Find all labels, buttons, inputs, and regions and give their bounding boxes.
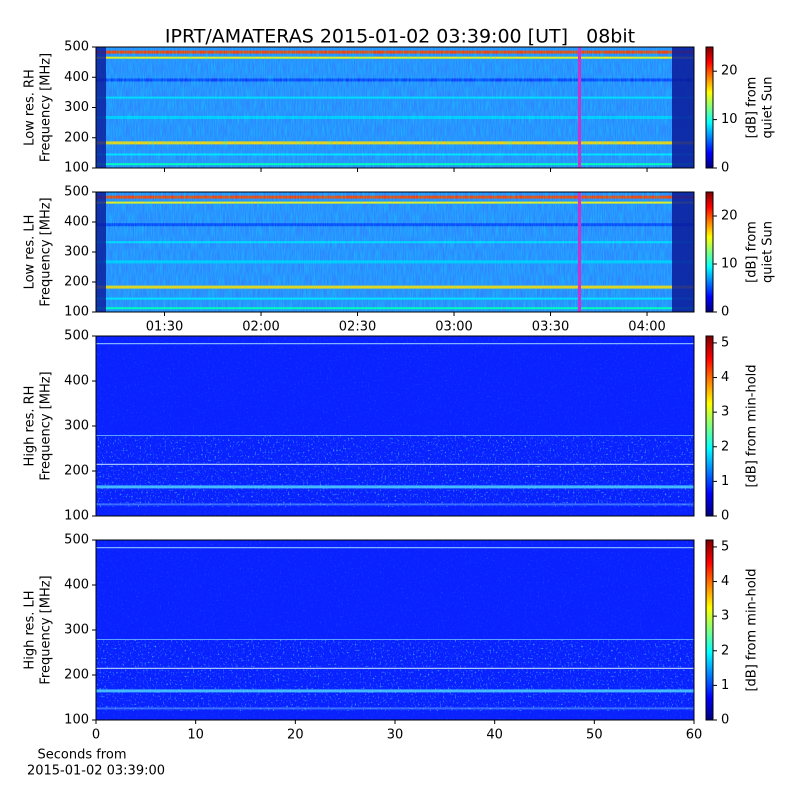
y-tick-label: 400 (64, 578, 89, 593)
y-tick-label: 200 (64, 464, 89, 479)
x-tick-label: 01:30 (146, 320, 183, 335)
heatmap-edge (672, 47, 694, 168)
colorbar-tick-label: 0 (721, 713, 729, 728)
x-tick-label: 50 (586, 728, 603, 743)
y-tick-label: 100 (64, 713, 89, 728)
colorbar (705, 335, 714, 517)
colorbar-tick-label: 2 (721, 439, 729, 454)
heatmap-texture (96, 192, 694, 312)
x-tick-label: 60 (686, 728, 703, 743)
y-tick-label: 400 (64, 70, 89, 85)
colorbar-tick-label: 5 (721, 335, 729, 350)
y-tick-label: 200 (64, 275, 89, 290)
colorbar-label: quiet Sun (761, 221, 776, 283)
heatmap-edge (672, 192, 694, 312)
colorbar-label: quiet Sun (761, 76, 776, 138)
y-tick-label: 400 (64, 374, 89, 389)
x-tick-label: 04:00 (628, 320, 665, 335)
colorbar-label: [dB] from min-hold (745, 364, 760, 487)
y-axis-label: High res. RH (23, 386, 38, 467)
y-tick-label: 100 (64, 509, 89, 524)
colorbar-tick-label: 20 (721, 64, 738, 79)
x-tick-label: 10 (187, 728, 204, 743)
y-tick-label: 500 (64, 40, 89, 55)
colorbar-label: [dB] from (745, 77, 760, 139)
y-axis-label: Frequency [MHz] (39, 575, 54, 684)
colorbar-tick-label: 5 (721, 539, 729, 554)
colorbar-tick-label: 2 (721, 643, 729, 658)
colorbar-tick-label: 20 (721, 209, 738, 224)
colorbar-label: [dB] from (745, 221, 760, 283)
y-axis-label: Frequency [MHz] (39, 371, 54, 480)
heatmap-texture (96, 336, 694, 516)
x-tick-label: 02:00 (242, 320, 279, 335)
colorbar-tick-label: 4 (721, 574, 729, 589)
x-tick-label: 0 (92, 728, 100, 743)
x-tick-label: 03:00 (435, 320, 472, 335)
colorbar-tick-label: 0 (721, 305, 729, 320)
heatmap-edge (96, 47, 106, 168)
y-tick-label: 300 (64, 100, 89, 115)
colorbar (705, 539, 714, 721)
colorbar-tick-label: 10 (721, 257, 738, 272)
colorbar-tick-label: 1 (721, 678, 729, 693)
colorbar-tick-label: 10 (721, 112, 738, 127)
colorbar-tick-label: 1 (721, 474, 729, 489)
heatmap-texture (96, 540, 694, 720)
x-axis-label: 2015-01-02 03:39:00 (27, 764, 165, 779)
y-tick-label: 300 (64, 623, 89, 638)
y-tick-label: 500 (64, 329, 89, 344)
y-axis-label: Low res. RH (23, 69, 38, 146)
x-tick-label: 03:30 (532, 320, 569, 335)
colorbar-tick-label: 4 (721, 370, 729, 385)
y-tick-label: 300 (64, 419, 89, 434)
chart-title: IPRT/AMATERAS 2015-01-02 03:39:00 [UT] 0… (165, 26, 635, 48)
colorbar-tick-label: 3 (721, 609, 729, 624)
x-tick-label: 30 (387, 728, 404, 743)
colorbar (705, 191, 714, 313)
x-tick-label: 40 (486, 728, 503, 743)
y-tick-label: 400 (64, 215, 89, 230)
x-tick-label: 02:30 (339, 320, 376, 335)
y-axis-label: Low res. LH (23, 215, 38, 290)
colorbar (705, 46, 714, 169)
y-tick-label: 200 (64, 130, 89, 145)
y-axis-label: Frequency [MHz] (39, 197, 54, 306)
colorbar-tick-label: 3 (721, 405, 729, 420)
y-tick-label: 200 (64, 668, 89, 683)
x-axis-label: Seconds from (37, 748, 126, 763)
y-tick-label: 100 (64, 161, 89, 176)
y-tick-label: 300 (64, 245, 89, 260)
y-tick-label: 500 (64, 533, 89, 548)
heatmap-edge (96, 192, 106, 312)
colorbar-label: [dB] from min-hold (745, 568, 760, 691)
heatmap-texture (96, 47, 694, 168)
y-tick-label: 500 (64, 185, 89, 200)
colorbar-tick-label: 0 (721, 161, 729, 176)
x-tick-label: 20 (287, 728, 304, 743)
y-tick-label: 100 (64, 305, 89, 320)
y-axis-label: Frequency [MHz] (39, 53, 54, 162)
y-axis-label: High res. LH (23, 590, 38, 669)
colorbar-tick-label: 0 (721, 509, 729, 524)
